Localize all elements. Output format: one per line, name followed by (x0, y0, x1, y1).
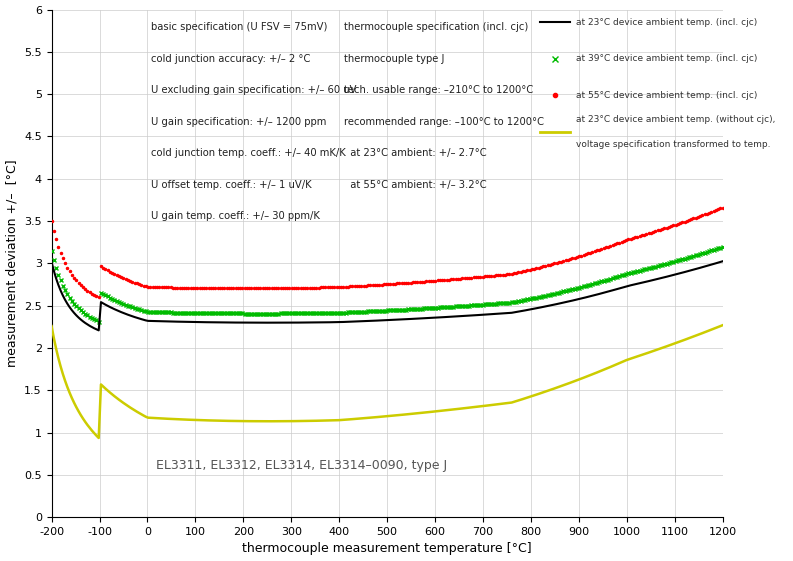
Text: cold junction accuracy: +/– 2 °C: cold junction accuracy: +/– 2 °C (151, 54, 310, 64)
Text: voltage specification transformed to temp.: voltage specification transformed to tem… (576, 140, 770, 149)
Text: cold junction temp. coeff.: +/– 40 mK/K: cold junction temp. coeff.: +/– 40 mK/K (151, 148, 346, 158)
Y-axis label: measurement deviation +/–  [°C]: measurement deviation +/– [°C] (6, 159, 18, 367)
Text: tech. usable range: –210°C to 1200°C: tech. usable range: –210°C to 1200°C (343, 85, 533, 95)
X-axis label: thermocouple measurement temperature [°C]: thermocouple measurement temperature [°C… (243, 542, 532, 555)
Text: U excluding gain specification: +/– 60 uV: U excluding gain specification: +/– 60 u… (151, 85, 356, 95)
Text: at 39°C device ambient temp. (incl. cjc): at 39°C device ambient temp. (incl. cjc) (576, 54, 757, 63)
Text: at 55°C device ambient temp. (incl. cjc): at 55°C device ambient temp. (incl. cjc) (576, 91, 757, 100)
Text: at 23°C ambient: +/– 2.7°C: at 23°C ambient: +/– 2.7°C (343, 148, 486, 158)
Text: EL3311, EL3312, EL3314, EL3314–0090, type J: EL3311, EL3312, EL3314, EL3314–0090, typ… (155, 459, 446, 472)
Text: at 55°C ambient: +/– 3.2°C: at 55°C ambient: +/– 3.2°C (343, 180, 486, 190)
Text: at 23°C device ambient temp. (incl. cjc): at 23°C device ambient temp. (incl. cjc) (576, 18, 757, 27)
Text: at 23°C device ambient temp. (without cjc),: at 23°C device ambient temp. (without cj… (576, 114, 775, 123)
Text: thermocouple specification (incl. cjc): thermocouple specification (incl. cjc) (343, 22, 528, 32)
Text: recommended range: –100°C to 1200°C: recommended range: –100°C to 1200°C (343, 117, 543, 127)
Text: U offset temp. coeff.: +/– 1 uV/K: U offset temp. coeff.: +/– 1 uV/K (151, 180, 312, 190)
Text: thermocouple type J: thermocouple type J (343, 54, 444, 64)
Text: basic specification (U FSV = 75mV): basic specification (U FSV = 75mV) (151, 22, 328, 32)
Text: U gain specification: +/– 1200 ppm: U gain specification: +/– 1200 ppm (151, 117, 326, 127)
Text: U gain temp. coeff.: +/– 30 ppm/K: U gain temp. coeff.: +/– 30 ppm/K (151, 211, 320, 221)
